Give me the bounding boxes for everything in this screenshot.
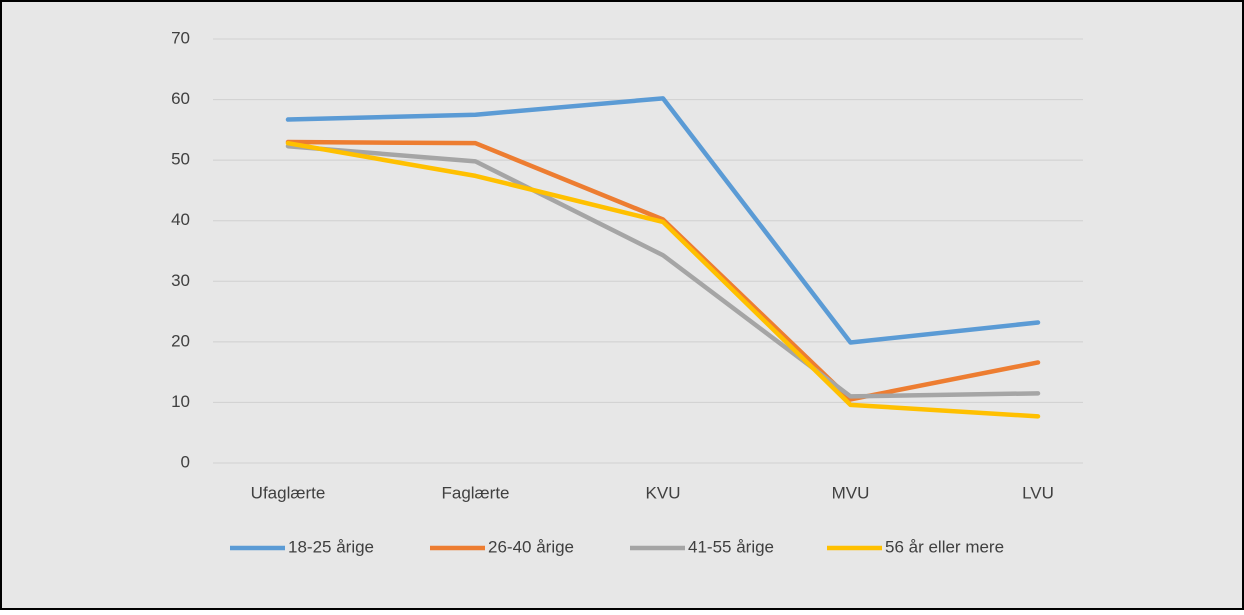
y-tick-label: 50 <box>171 150 190 169</box>
y-tick-label: 30 <box>171 271 190 290</box>
data-line <box>285 140 1041 419</box>
x-tick-label: MVU <box>832 483 870 502</box>
x-tick-label: KVU <box>646 483 681 502</box>
y-tick-label: 60 <box>171 89 190 108</box>
data-line <box>285 139 1041 402</box>
x-tick-label: LVU <box>1022 483 1054 502</box>
y-tick-label: 70 <box>171 28 190 47</box>
y-tick-label: 40 <box>171 210 190 229</box>
legend-label: 56 år eller mere <box>885 537 1004 556</box>
data-line <box>285 96 1041 345</box>
legend-label: 41-55 årige <box>688 537 774 556</box>
legend-label: 26-40 årige <box>488 537 574 556</box>
legend-label: 18-25 årige <box>288 537 374 556</box>
y-tick-label: 20 <box>171 331 190 350</box>
x-tick-label: Ufaglærte <box>251 483 326 502</box>
data-line <box>285 143 1041 399</box>
y-tick-label: 0 <box>181 452 190 471</box>
x-tick-label: Faglærte <box>441 483 509 502</box>
y-tick-label: 10 <box>171 392 190 411</box>
